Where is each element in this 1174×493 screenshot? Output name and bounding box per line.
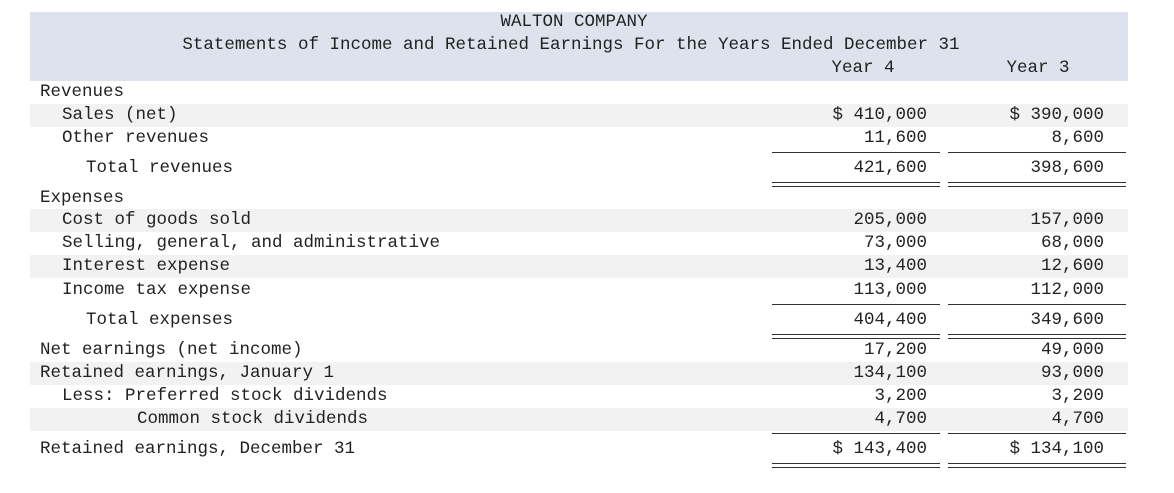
amount: $ 143,400 bbox=[832, 439, 927, 459]
underline bbox=[772, 304, 940, 305]
underline bbox=[948, 338, 1126, 339]
amount: 11,600 bbox=[863, 128, 927, 148]
underline bbox=[948, 304, 1126, 305]
underline bbox=[948, 182, 1126, 183]
column-header: Year 3 bbox=[1006, 58, 1070, 78]
header-band bbox=[30, 12, 1128, 81]
row-label: Interest expense bbox=[62, 256, 231, 276]
underline bbox=[948, 433, 1126, 434]
row-stripe bbox=[30, 104, 1128, 127]
underline bbox=[772, 433, 940, 434]
amount: 421,600 bbox=[853, 158, 927, 178]
underline bbox=[948, 467, 1126, 468]
row-stripe bbox=[30, 209, 1128, 232]
company-name: WALTON COMPANY bbox=[500, 12, 648, 32]
underline bbox=[772, 152, 940, 153]
amount: $ 410,000 bbox=[832, 105, 927, 125]
underline bbox=[772, 463, 940, 464]
row-label: Expenses bbox=[40, 188, 125, 208]
amount: 93,000 bbox=[1040, 363, 1104, 383]
underline bbox=[772, 467, 940, 468]
amount: 13,400 bbox=[863, 256, 927, 276]
amount: 12,600 bbox=[1040, 256, 1104, 276]
row-label: Selling, general, and administrative bbox=[62, 233, 441, 253]
column-header: Year 4 bbox=[831, 58, 895, 78]
statement-title: Statements of Income and Retained Earnin… bbox=[182, 35, 960, 55]
row-label: Income tax expense bbox=[62, 280, 252, 300]
amount: 3,200 bbox=[874, 386, 927, 406]
amount: 398,600 bbox=[1030, 158, 1104, 178]
row-label: Retained earnings, December 31 bbox=[40, 439, 356, 459]
underline bbox=[772, 182, 940, 183]
amount: 157,000 bbox=[1030, 210, 1104, 230]
amount: 205,000 bbox=[853, 210, 927, 230]
amount: 73,000 bbox=[863, 233, 927, 253]
row-label: Common stock dividends bbox=[137, 409, 369, 429]
row-label: Cost of goods sold bbox=[62, 210, 252, 230]
amount: 17,200 bbox=[863, 340, 927, 360]
row-label: Less: Preferred stock dividends bbox=[62, 386, 388, 406]
row-stripe bbox=[30, 362, 1128, 385]
amount: 112,000 bbox=[1030, 280, 1104, 300]
underline bbox=[948, 152, 1126, 153]
amount: 68,000 bbox=[1040, 233, 1104, 253]
row-label: Retained earnings, January 1 bbox=[40, 363, 335, 383]
amount: 113,000 bbox=[853, 280, 927, 300]
amount: 4,700 bbox=[1051, 409, 1104, 429]
row-label: Total revenues bbox=[86, 158, 234, 178]
amount: 8,600 bbox=[1051, 128, 1104, 148]
underline bbox=[772, 338, 940, 339]
amount: 404,400 bbox=[853, 310, 927, 330]
underline bbox=[948, 463, 1126, 464]
amount: $ 134,100 bbox=[1009, 439, 1104, 459]
amount: 4,700 bbox=[874, 409, 927, 429]
amount: 3,200 bbox=[1051, 386, 1104, 406]
underline bbox=[772, 186, 940, 187]
row-label: Revenues bbox=[40, 82, 125, 102]
amount: 49,000 bbox=[1040, 340, 1104, 360]
row-stripe bbox=[30, 255, 1128, 278]
row-label: Total expenses bbox=[86, 310, 234, 330]
row-label: Sales (net) bbox=[62, 105, 178, 125]
underline bbox=[772, 334, 940, 335]
underline bbox=[948, 334, 1126, 335]
amount: 349,600 bbox=[1030, 310, 1104, 330]
row-label: Net earnings (net income) bbox=[40, 340, 303, 360]
underline bbox=[948, 186, 1126, 187]
amount: $ 390,000 bbox=[1009, 105, 1104, 125]
amount: 134,100 bbox=[853, 363, 927, 383]
row-stripe bbox=[30, 408, 1128, 431]
row-label: Other revenues bbox=[62, 128, 210, 148]
